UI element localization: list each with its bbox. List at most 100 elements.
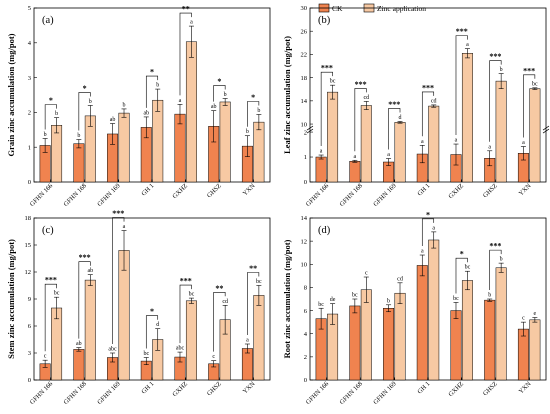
significance-bracket <box>247 101 260 127</box>
significance-stars: * <box>49 96 53 105</box>
significance-letter: b <box>55 111 58 117</box>
x-tick-label: GFHN 168 <box>62 182 88 208</box>
y-tick-label: 10 <box>301 261 308 268</box>
significance-letter: abc <box>176 346 185 352</box>
y-tick-label: 2 <box>304 129 307 136</box>
bar-ck <box>315 156 327 183</box>
significance-letter: e <box>534 311 537 317</box>
significance-stars: * <box>83 84 87 93</box>
legend-label-zinc: Zinc application <box>377 4 426 13</box>
significance-letter: a <box>455 138 458 144</box>
significance-letter: a <box>421 139 424 145</box>
significance-letter: bc <box>453 296 459 302</box>
significance-stars: *** <box>489 242 501 251</box>
significance-letter: cd <box>397 276 403 282</box>
bar-zinc <box>394 292 406 381</box>
significance-letter: a <box>387 152 390 158</box>
significance-letter: ab <box>87 268 93 274</box>
bar-zinc <box>51 125 63 183</box>
significance-bracket <box>320 71 333 147</box>
x-tick-label: GFHN 166 <box>305 182 331 208</box>
y-tick-label: 0 <box>28 179 31 186</box>
x-tick-label: GFHN 169 <box>372 380 398 406</box>
x-tick-label: GFHN 166 <box>29 182 55 208</box>
significance-letter: bc <box>318 302 324 308</box>
bar-zinc <box>118 112 130 183</box>
significance-bracket <box>421 91 435 137</box>
significance-bracket <box>145 315 159 349</box>
significance-letter: ab <box>143 110 149 116</box>
significance-stars: * <box>426 210 430 219</box>
y-tick-label: 5 <box>28 5 31 12</box>
legend: CK Zinc application <box>318 3 426 13</box>
bar-ck <box>484 299 496 381</box>
bar-zinc <box>360 289 372 381</box>
y-tick-label: 2 <box>304 354 307 361</box>
x-tick-label: YXN <box>518 380 533 395</box>
significance-stars: *** <box>355 80 367 89</box>
significance-letter: b <box>257 108 260 114</box>
y-tick-label: 0 <box>28 377 31 384</box>
y-tick-label: 26 <box>301 28 308 35</box>
bar-zinc <box>394 122 406 183</box>
plot-frame <box>33 7 271 183</box>
significance-stars: *** <box>180 277 192 286</box>
significance-letter: c <box>365 271 368 277</box>
significance-bracket <box>179 284 192 344</box>
y-tick-label: 1 <box>28 144 31 151</box>
bar-zinc <box>84 279 96 381</box>
significance-letter: b <box>246 129 249 135</box>
x-tick-label: GH 1 <box>140 182 155 197</box>
bar-zinc <box>253 121 265 183</box>
significance-stars: ** <box>249 264 257 273</box>
significance-bracket <box>489 60 502 142</box>
legend-label-ck: CK <box>332 4 343 13</box>
x-tick-label: GFHN 168 <box>62 380 88 406</box>
chart-panel-4: 0 2 4 6 8 10 12 14 Root zinc accumulation (mg/po… <box>282 210 547 406</box>
x-tick-label: GXHZ <box>171 182 189 200</box>
y-tick-label: 4 <box>304 331 308 338</box>
x-tick-label: GH 1 <box>416 182 431 197</box>
x-tick-label: GXHZ <box>447 182 465 200</box>
significance-stars: * <box>251 93 255 102</box>
significance-bracket <box>455 257 468 294</box>
significance-letter: b <box>500 257 503 263</box>
bar-ck <box>174 113 186 183</box>
significance-stars: *** <box>79 253 91 262</box>
significance-bracket <box>213 291 226 352</box>
y-tick-label: 6 <box>304 308 308 315</box>
y-axis-label: Stem zinc accumulation (mg/pot) <box>6 239 16 359</box>
bar-ck <box>416 265 428 381</box>
significance-letter: b <box>224 92 227 98</box>
x-tick-label: YXN <box>518 182 533 197</box>
significance-letter: cd <box>222 299 228 305</box>
bar-ck <box>450 310 462 381</box>
significance-letter: a <box>246 338 249 344</box>
significance-stars: * <box>217 77 221 86</box>
significance-stars: * <box>150 68 154 77</box>
significance-bracket <box>489 249 502 290</box>
y-tick-label: 6 <box>28 323 32 330</box>
bar-zinc <box>495 267 507 381</box>
x-tick-label: GFHN 169 <box>372 182 398 208</box>
significance-bracket <box>78 261 91 339</box>
significance-letter: c <box>522 316 525 322</box>
y-tick-label: 14 <box>301 215 308 222</box>
y-axis-label: Grain zinc accumulation (mg/pot) <box>6 33 16 156</box>
significance-bracket <box>112 217 125 344</box>
significance-letter: bc <box>465 265 471 271</box>
bar-ck <box>73 143 85 183</box>
bar-zinc <box>461 53 473 183</box>
significance-stars: *** <box>321 64 333 73</box>
significance-letter: bc <box>256 279 262 285</box>
x-tick-label: YXN <box>242 182 257 197</box>
significance-letter: ab <box>211 104 217 110</box>
panel-label: (c) <box>42 225 54 236</box>
bar-zinc <box>185 41 197 183</box>
significance-letter: bc <box>54 291 60 297</box>
y-tick-label: 3 <box>28 75 31 82</box>
significance-letter: a <box>522 140 525 146</box>
y-axis-label: Leaf zinc accumulation (mg/pot) <box>282 36 292 154</box>
significance-bracket <box>213 85 226 102</box>
